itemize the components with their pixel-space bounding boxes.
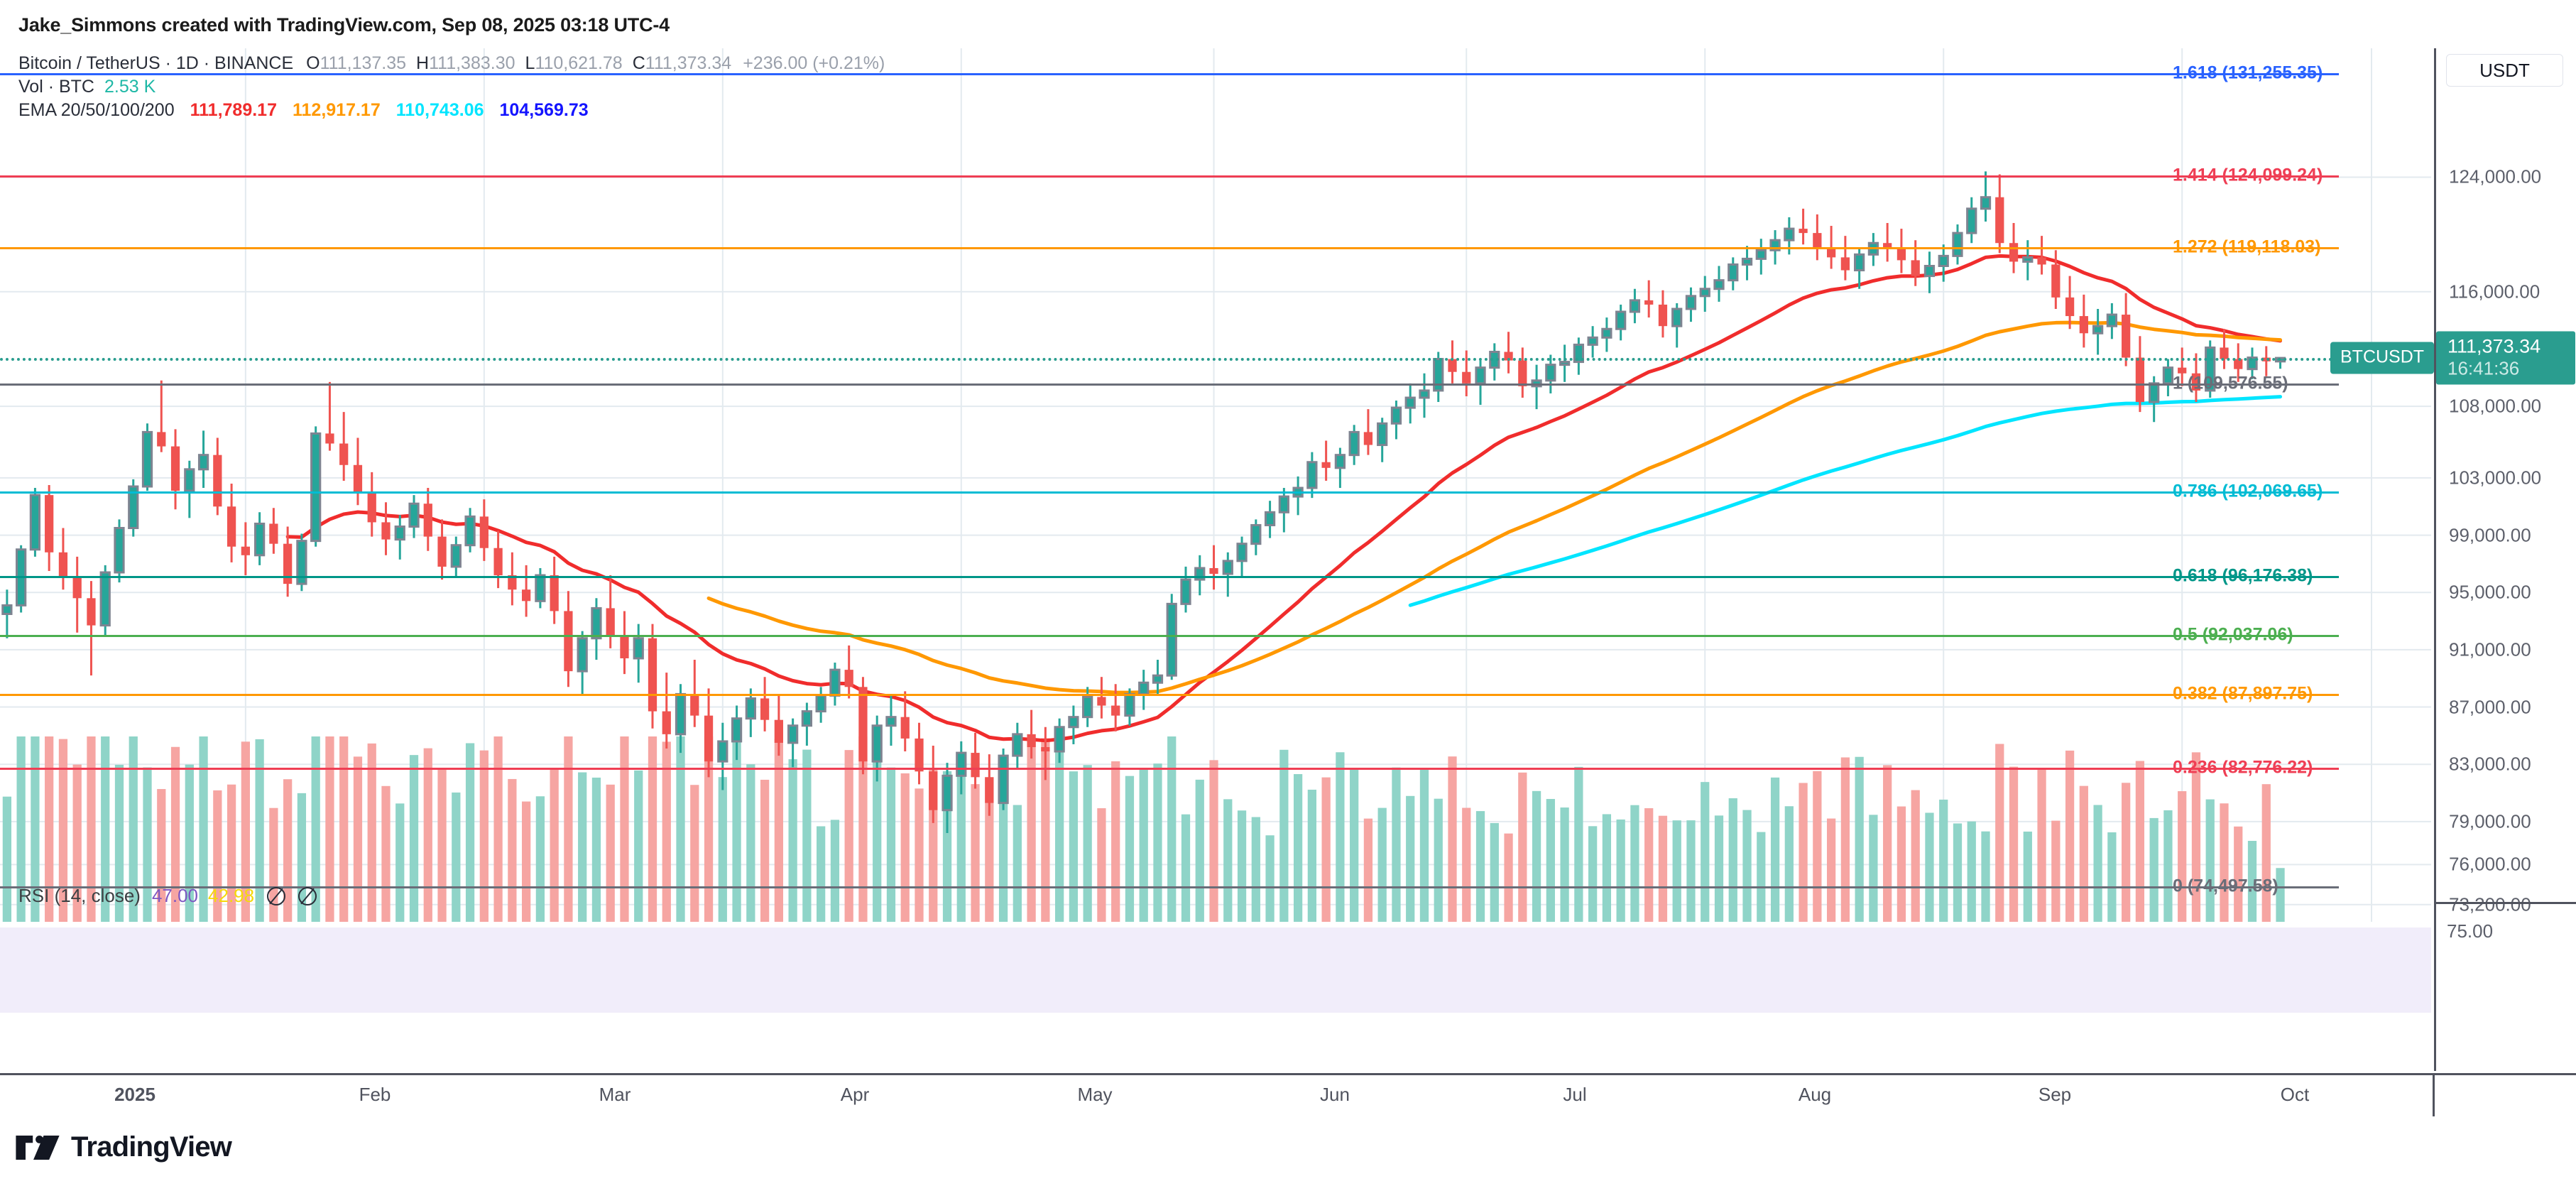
time-axis-tick: Jun bbox=[1320, 1084, 1350, 1105]
price-axis-tick: 108,000.00 bbox=[2449, 395, 2542, 417]
time-axis[interactable]: 2025 Feb Mar Apr May Jun Jul Aug Sep Oct bbox=[0, 1073, 2576, 1116]
fib-level-line[interactable] bbox=[0, 767, 2339, 770]
fib-level-line[interactable] bbox=[0, 634, 2339, 637]
chart-frame[interactable] bbox=[0, 48, 2431, 1071]
fib-level-line[interactable] bbox=[0, 491, 2339, 494]
time-axis-tick: Oct bbox=[2280, 1084, 2310, 1105]
symbol-title: Bitcoin / TetherUS · 1D · BINANCE bbox=[18, 53, 294, 73]
time-axis-tick: Feb bbox=[359, 1084, 391, 1105]
fib-level-line[interactable] bbox=[0, 175, 2339, 178]
fib-level-line[interactable] bbox=[0, 73, 2339, 76]
rsi-pane[interactable] bbox=[0, 927, 2431, 1013]
fib-level-label: 1.272 (119,118.03) bbox=[2173, 236, 2321, 257]
fib-level-label: 1.618 (131,255.35) bbox=[2173, 62, 2323, 83]
price-axis-tick: 79,000.00 bbox=[2449, 810, 2531, 832]
rsi-background bbox=[0, 927, 2431, 1013]
fib-level-label: 0.618 (96,176.38) bbox=[2173, 565, 2313, 585]
price-axis-tick: 87,000.00 bbox=[2449, 696, 2531, 718]
legend-row-symbol[interactable]: Bitcoin / TetherUS · 1D · BINANCE O111,1… bbox=[18, 53, 885, 74]
current-price-badge[interactable]: 111,373.34 16:41:36 bbox=[2436, 331, 2575, 385]
rsi-name: RSI (14, close) bbox=[18, 885, 141, 906]
current-price-value: 111,373.34 bbox=[2447, 335, 2541, 357]
rsi-axis-tick: 75.00 bbox=[2447, 920, 2494, 942]
close-value: 111,373.34 bbox=[645, 53, 732, 73]
ema50-value: 112,917.17 bbox=[293, 99, 381, 120]
price-axis-tick: 91,000.00 bbox=[2449, 638, 2531, 660]
tradingview-mark-icon bbox=[16, 1135, 60, 1160]
price-pane[interactable] bbox=[0, 48, 2431, 922]
price-axis-tick: 103,000.00 bbox=[2449, 467, 2542, 489]
close-key: C bbox=[632, 53, 645, 73]
chart-legend: Bitcoin / TetherUS · 1D · BINANCE O111,1… bbox=[18, 53, 885, 121]
fib-level-label: 0.786 (102,069.65) bbox=[2173, 481, 2323, 501]
rsi-legend[interactable]: RSI (14, close) 47.00 42.98 bbox=[18, 885, 317, 907]
fib-level-label: 0.382 (87,897.75) bbox=[2173, 683, 2313, 704]
time-axis-divider bbox=[2433, 1075, 2435, 1116]
volume-label: Vol · BTC bbox=[18, 76, 94, 97]
time-axis-tick: Jul bbox=[1563, 1084, 1587, 1105]
price-chart-svg bbox=[0, 48, 2431, 922]
current-price-line bbox=[0, 358, 2431, 361]
currency-label: USDT bbox=[2446, 54, 2563, 87]
time-axis-tick: May bbox=[1077, 1084, 1113, 1105]
tradingview-logo[interactable]: TradingView bbox=[16, 1131, 232, 1163]
ema20-value: 111,789.17 bbox=[190, 99, 277, 120]
time-axis-tick: Aug bbox=[1798, 1084, 1832, 1105]
fib-level-label: 1 (109,576.55) bbox=[2173, 373, 2288, 393]
low-value: 110,621.78 bbox=[535, 53, 623, 73]
time-axis-tick: 2025 bbox=[114, 1084, 155, 1105]
ema-label: EMA 20/50/100/200 bbox=[18, 99, 175, 120]
ema200-value: 104,569.73 bbox=[499, 99, 589, 120]
high-key: H bbox=[416, 53, 430, 73]
price-axis-tick: 124,000.00 bbox=[2449, 165, 2542, 187]
price-axis-tick: 116,000.00 bbox=[2449, 281, 2540, 303]
price-axis-tick: 99,000.00 bbox=[2449, 524, 2531, 546]
rsi-value: 47.00 bbox=[151, 885, 199, 906]
fib-level-label: 0.5 (92,037.06) bbox=[2173, 624, 2293, 645]
fib-level-line[interactable] bbox=[0, 694, 2339, 697]
legend-row-volume[interactable]: Vol · BTC 2.53 K bbox=[18, 76, 885, 97]
price-axis[interactable]: USDT 124,000.00 116,000.00 108,000.00 103,0… bbox=[2434, 48, 2576, 1071]
tradingview-wordmark: TradingView bbox=[71, 1131, 232, 1163]
no-entry-icon[interactable] bbox=[298, 886, 317, 905]
rsi-axis-divider bbox=[2434, 902, 2576, 904]
rsi-ma-value: 42.98 bbox=[208, 885, 255, 906]
high-value: 111,383.30 bbox=[429, 53, 515, 73]
time-axis-tick: Apr bbox=[840, 1084, 870, 1105]
fib-level-label: 0 (74,497.58) bbox=[2173, 876, 2278, 896]
fib-level-line[interactable] bbox=[0, 383, 2339, 386]
price-axis-tick: 73,200.00 bbox=[2449, 893, 2531, 915]
fib-level-label: 1.414 (124,099.24) bbox=[2173, 165, 2323, 185]
no-entry-icon[interactable] bbox=[267, 886, 286, 905]
fib-level-line[interactable] bbox=[0, 246, 2339, 249]
symbol-price-badge[interactable]: BTCUSDT bbox=[2330, 342, 2435, 374]
price-axis-tick: 95,000.00 bbox=[2449, 581, 2531, 603]
price-change: +236.00 (+0.21%) bbox=[743, 53, 885, 73]
attribution-text: Jake_Simmons created with TradingView.co… bbox=[18, 14, 670, 36]
fib-level-line[interactable] bbox=[0, 575, 2339, 578]
time-axis-tick: Sep bbox=[2038, 1084, 2072, 1105]
low-key: L bbox=[525, 53, 535, 73]
bar-countdown: 16:41:36 bbox=[2447, 357, 2520, 379]
fib-level-label: 0.236 (82,776.22) bbox=[2173, 757, 2313, 778]
ema100-value: 110,743.06 bbox=[395, 99, 484, 120]
volume-value: 2.53 K bbox=[104, 76, 156, 97]
time-axis-tick: Mar bbox=[599, 1084, 631, 1105]
price-axis-tick: 83,000.00 bbox=[2449, 753, 2531, 775]
open-value: 111,137.35 bbox=[320, 53, 407, 73]
ohlc-values: O111,137.35 H111,383.30 L110,621.78 C111,37… bbox=[306, 53, 731, 74]
price-axis-tick: 76,000.00 bbox=[2449, 853, 2531, 875]
fib-level-line[interactable] bbox=[0, 886, 2339, 888]
open-key: O bbox=[306, 53, 320, 73]
legend-row-ema[interactable]: EMA 20/50/100/200 111,789.17 112,917.17 … bbox=[18, 99, 885, 121]
